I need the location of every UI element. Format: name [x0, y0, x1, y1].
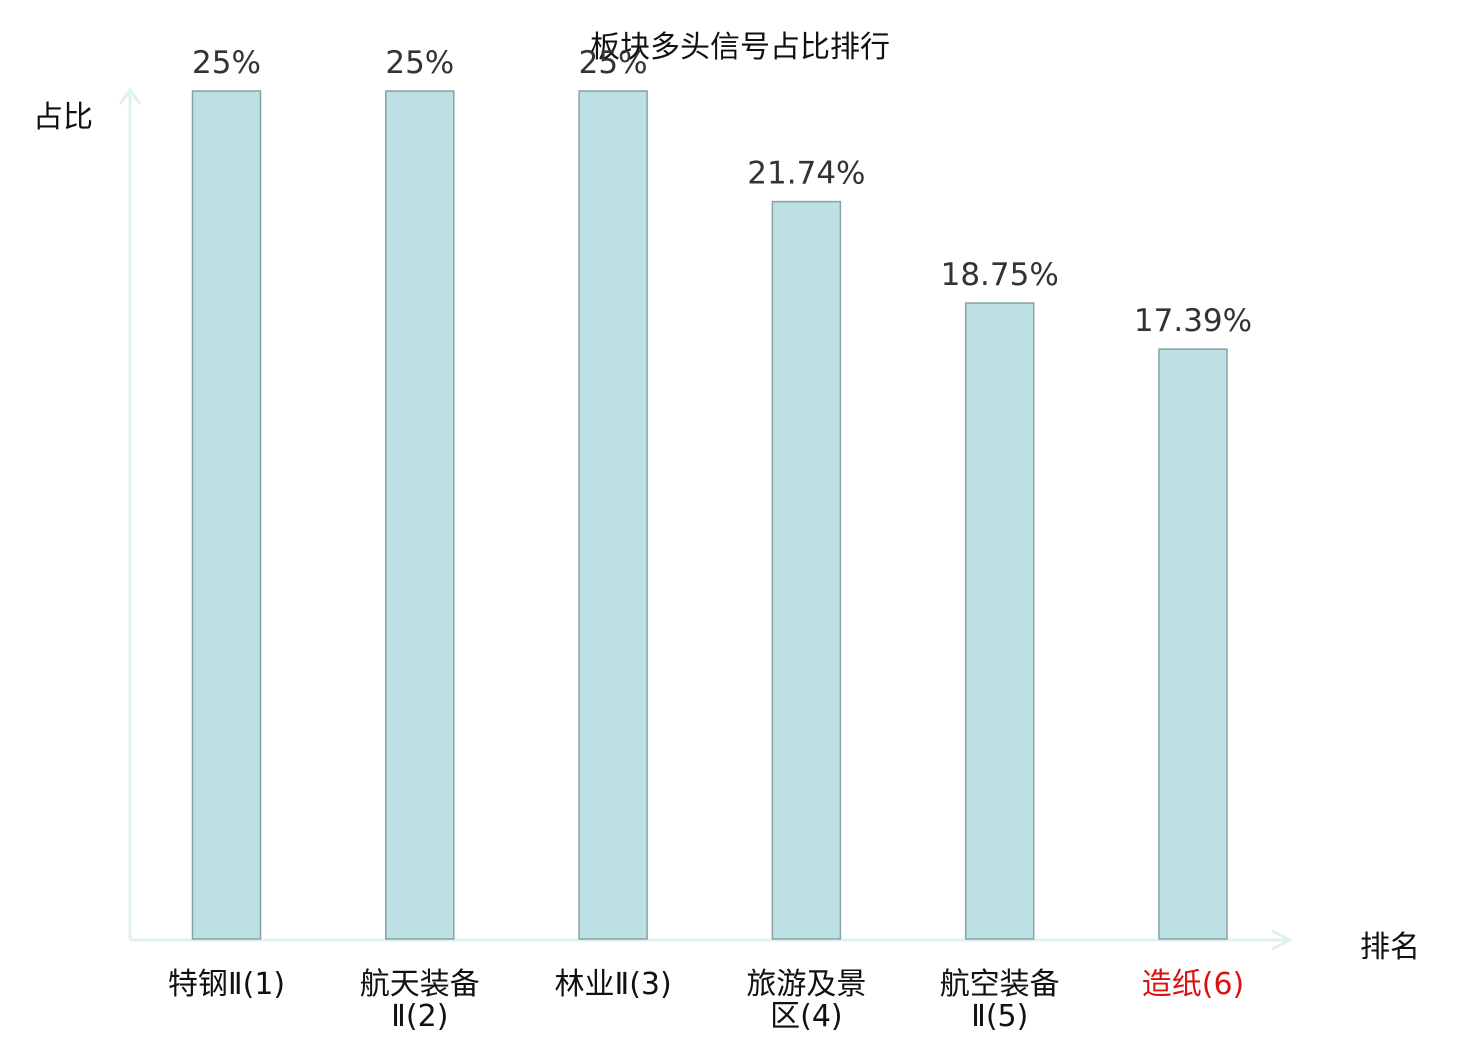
bar: [578, 90, 648, 940]
category-label: Ⅱ(5): [971, 999, 1028, 1034]
bar: [964, 302, 1035, 940]
value-label: 25%: [385, 45, 454, 81]
category-label: 区(4): [770, 999, 843, 1034]
bar: [191, 90, 262, 940]
value-label: 18.75%: [941, 257, 1059, 293]
category-label: 林业Ⅱ(3): [554, 967, 671, 1002]
value-label: 17.39%: [1134, 303, 1252, 339]
value-label: 21.74%: [747, 156, 865, 192]
x-axis-arrow-icon: [1271, 929, 1294, 951]
category-label: Ⅱ(2): [391, 999, 448, 1034]
value-label: 25%: [192, 45, 261, 81]
x-axis-label: 排名: [1360, 930, 1420, 965]
bar: [1158, 348, 1228, 940]
bar: [385, 90, 455, 940]
y-axis-label: 占比: [33, 100, 93, 135]
category-label: 航天装备: [360, 967, 480, 1002]
category-label: 造纸(6): [1142, 967, 1245, 1002]
y-axis-arrow-icon: [118, 87, 142, 105]
bar: [771, 200, 842, 940]
category-label: 特钢Ⅱ(1): [168, 967, 285, 1002]
chart-title: 板块多头信号占比排行: [590, 30, 890, 65]
value-label: 25%: [579, 45, 648, 81]
category-label: 旅游及景: [746, 967, 866, 1002]
category-label: 航空装备: [940, 967, 1060, 1002]
